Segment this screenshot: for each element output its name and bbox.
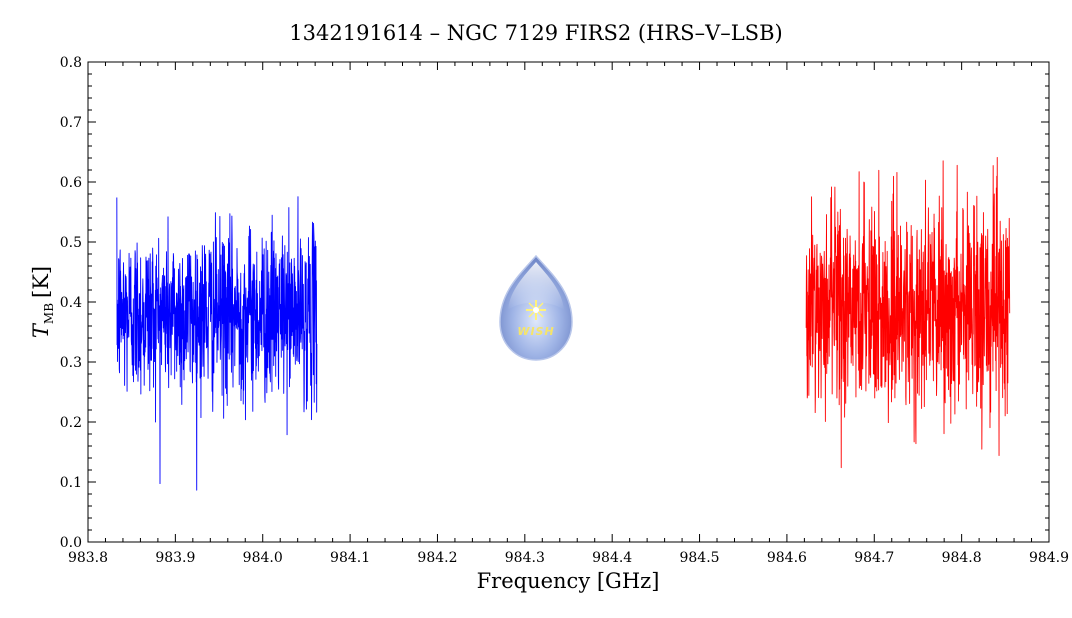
y-axis-subscript: MB bbox=[42, 303, 56, 324]
x-axis-label: Frequency [GHz] bbox=[477, 569, 660, 593]
y-tick-label: 0.1 bbox=[60, 475, 82, 491]
y-tick-label: 0.4 bbox=[60, 295, 82, 311]
axis-ticks bbox=[87, 61, 1050, 543]
y-tick-label: 0.3 bbox=[60, 355, 82, 371]
y-tick-labels: 0.0 0.1 0.2 0.3 0.4 0.5 0.6 0.7 0.8 bbox=[60, 55, 82, 551]
chart-title: 1342191614 – NGC 7129 FIRS2 (HRS–V–LSB) bbox=[289, 21, 782, 45]
y-tick-label: 0.0 bbox=[60, 535, 82, 551]
y-axis-unit: [K] bbox=[29, 266, 53, 298]
y-tick-label: 0.6 bbox=[60, 175, 82, 191]
y-tick-label: 0.5 bbox=[60, 235, 82, 251]
x-tick-label: 984.1 bbox=[330, 550, 370, 566]
water-drop-icon bbox=[499, 254, 573, 361]
x-tick-label: 984.0 bbox=[243, 550, 283, 566]
x-tick-label: 984.5 bbox=[679, 550, 719, 566]
x-tick-label: 984.4 bbox=[592, 550, 632, 566]
y-axis-symbol: T bbox=[29, 322, 53, 338]
wish-logo: WISH bbox=[499, 254, 573, 361]
x-tick-label: 984.7 bbox=[854, 550, 894, 566]
x-tick-label: 983.8 bbox=[68, 550, 108, 566]
logo-text: WISH bbox=[517, 325, 554, 338]
spectrum-series-line-2 bbox=[805, 157, 1011, 469]
y-axis-label: TMB [K] bbox=[29, 266, 56, 338]
y-tick-label: 0.7 bbox=[60, 115, 82, 131]
series-layer bbox=[116, 157, 1011, 491]
y-tick-label: 0.2 bbox=[60, 415, 82, 431]
x-tick-label: 984.2 bbox=[417, 550, 457, 566]
star-icon bbox=[526, 300, 546, 320]
x-tick-label: 984.6 bbox=[767, 550, 807, 566]
y-tick-label: 0.8 bbox=[60, 55, 82, 71]
x-tick-label: 984.3 bbox=[505, 550, 545, 566]
x-tick-label: 984.8 bbox=[942, 550, 982, 566]
x-tick-label: 984.9 bbox=[1029, 550, 1069, 566]
spectrum-series-line-1 bbox=[116, 196, 318, 491]
x-tick-label: 983.9 bbox=[155, 550, 195, 566]
x-tick-labels: 983.8 983.9 984.0 984.1 984.2 984.3 984.4 984.5… bbox=[68, 550, 1069, 566]
